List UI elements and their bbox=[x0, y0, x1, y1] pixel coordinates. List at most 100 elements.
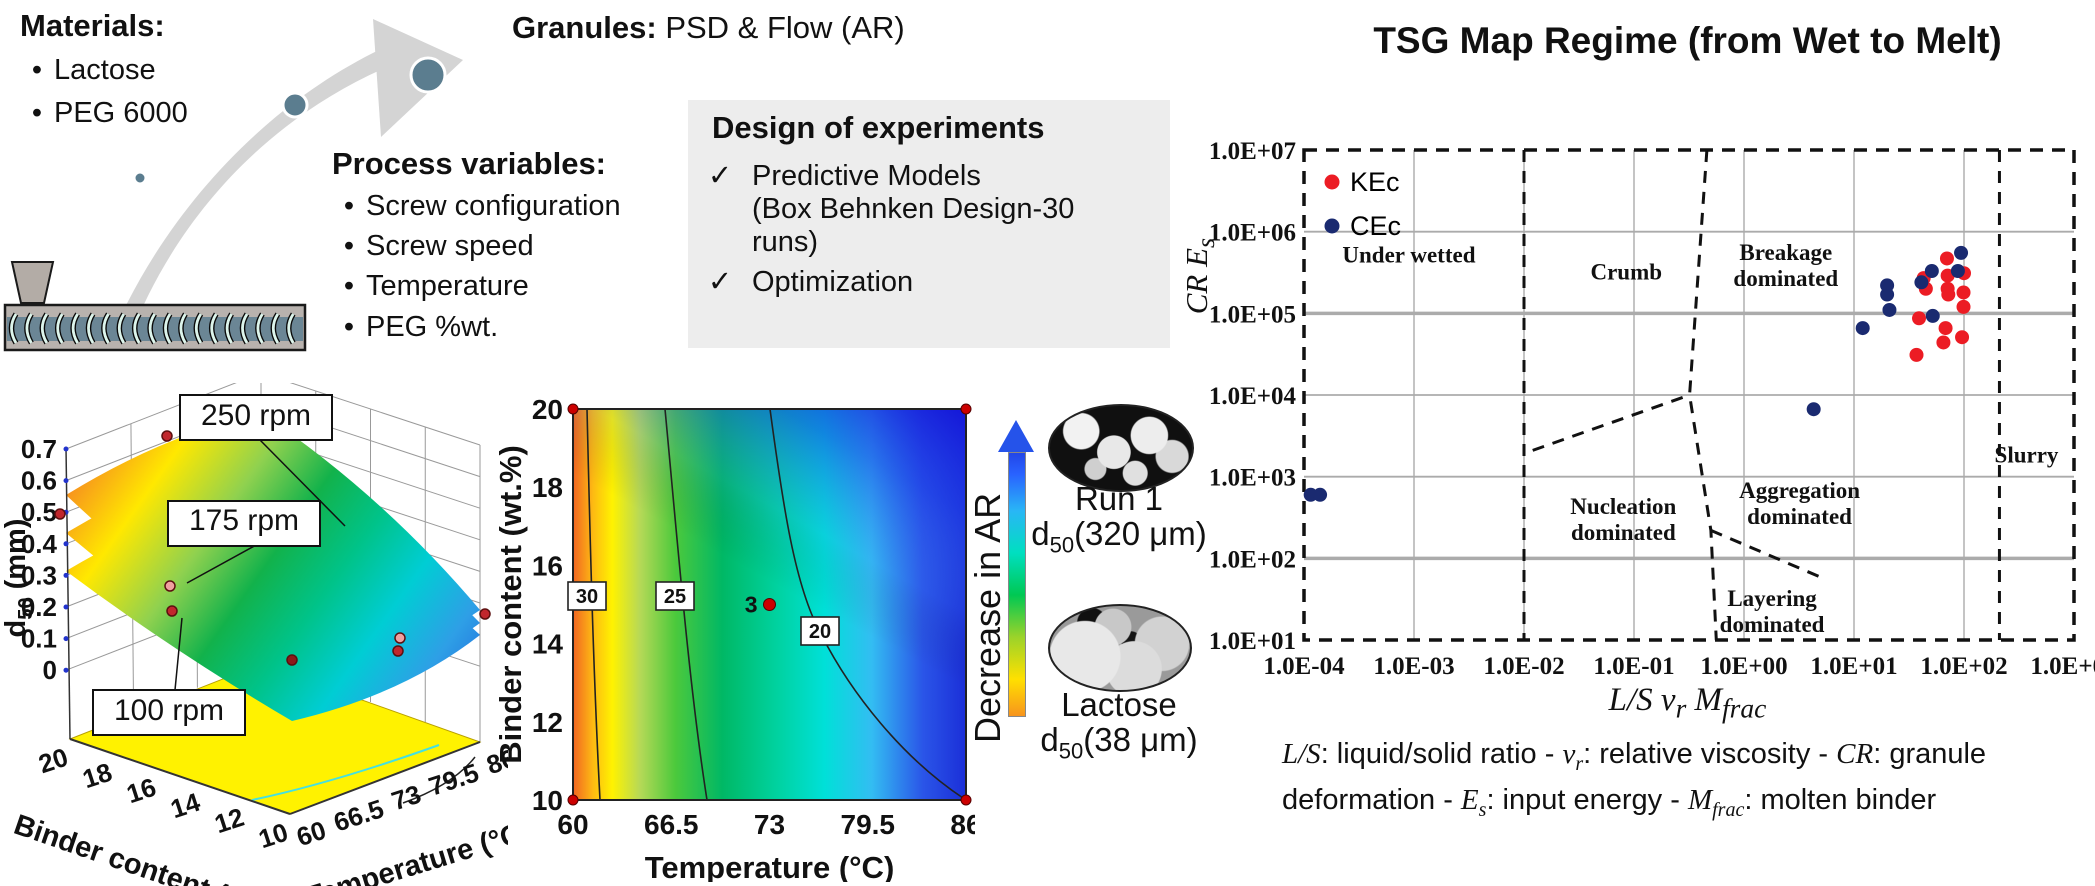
z-axis-label: d50 (mm) bbox=[3, 519, 37, 638]
tsg-footnote-line1: L/S: liquid/solid ratio - vr: relative v… bbox=[1282, 738, 1987, 775]
colorbar bbox=[998, 420, 1034, 717]
wall-gridline bbox=[65, 383, 481, 450]
scatter-point-KEc bbox=[1939, 251, 1954, 266]
tsg-title: TSG Map Regime (from Wet to Melt) bbox=[1373, 20, 2002, 61]
z-tick-mark bbox=[63, 541, 69, 547]
list-item: • Screw speed bbox=[332, 230, 621, 263]
screw-flight bbox=[102, 313, 110, 344]
process-item: Screw speed bbox=[366, 229, 534, 262]
doe-item-text: Predictive Models (Box Behnken Design-30… bbox=[752, 159, 1075, 259]
tsg-map-chart: Under wetted Crumb Breakage dominated Nuclea… bbox=[1209, 138, 2095, 680]
x-tick-label: 1.0E+03 bbox=[2030, 653, 2095, 680]
z-tick-label: 0.1 bbox=[21, 624, 57, 654]
screw-flight bbox=[25, 313, 33, 344]
region-label: Breakage dominated bbox=[1733, 240, 1838, 291]
design-point bbox=[392, 645, 404, 657]
temp-tick-label: 60 bbox=[293, 815, 330, 852]
scatter-point-CEc bbox=[1954, 245, 1969, 260]
scatter-point-KEc bbox=[1956, 285, 1971, 300]
binder-tick-label: 20 bbox=[35, 742, 72, 779]
screw-flight bbox=[71, 313, 79, 344]
x-tick-label: 1.0E+00 bbox=[1700, 653, 1787, 680]
surface3d-chart: 0.70.60.50.40.30.20.10 250 rpm 175 rpm 100 … bbox=[3, 383, 508, 886]
design-point bbox=[394, 632, 406, 644]
bullet-icon: • bbox=[343, 270, 355, 303]
region-label: Layering dominated bbox=[1720, 586, 1825, 637]
doe-title: Design of experiments bbox=[712, 110, 1045, 145]
bullet-icon: • bbox=[343, 229, 355, 262]
materials-title: Materials: bbox=[20, 8, 165, 43]
floor-edge bbox=[69, 738, 291, 815]
list-item: • Temperature bbox=[332, 270, 621, 303]
rpm-label-box bbox=[92, 689, 246, 736]
process-item: Screw configuration bbox=[366, 189, 621, 222]
screw-flight bbox=[256, 313, 264, 344]
screw-flight bbox=[179, 313, 187, 344]
rpm-leader-line bbox=[186, 543, 259, 584]
design-point bbox=[763, 598, 776, 611]
check-icon: ✓ bbox=[707, 265, 733, 298]
micrograph-d50: d50(38 μm) bbox=[1040, 720, 1198, 764]
design-point bbox=[164, 580, 176, 592]
scatter-point-CEc bbox=[1914, 275, 1929, 290]
bullet-icon: • bbox=[343, 310, 355, 343]
binder-tick-label: 18 bbox=[79, 757, 116, 794]
doe-panel: Design of experiments ✓ Predictive Model… bbox=[688, 100, 1170, 348]
list-item: • PEG %wt. bbox=[332, 311, 621, 344]
temp-tick-label: 79.5 bbox=[425, 757, 482, 801]
design-point bbox=[54, 508, 66, 520]
granules-line: Granules: PSD & Flow (AR) bbox=[512, 10, 905, 46]
list-item: • PEG 6000 bbox=[20, 97, 188, 130]
corner-point bbox=[960, 794, 972, 806]
doe-item: ✓ Optimization bbox=[688, 266, 1170, 299]
z-tick-label: 0.7 bbox=[21, 434, 57, 464]
colorbar-arrow-icon bbox=[998, 420, 1034, 452]
y-tick-label: 12 bbox=[532, 707, 563, 738]
y-tick-label: 18 bbox=[532, 472, 563, 503]
rpm-label-box bbox=[167, 500, 321, 547]
screw-flight bbox=[194, 313, 203, 344]
granule-micrograph-run1 bbox=[1048, 404, 1194, 492]
tsg-y-axis-label: CR Es bbox=[1178, 237, 1221, 315]
region-label: Nucleation dominated bbox=[1570, 494, 1676, 545]
floor-contour bbox=[251, 744, 440, 801]
rpm-label: 100 rpm bbox=[114, 694, 224, 727]
design-point bbox=[286, 654, 298, 666]
contour-label-box bbox=[800, 616, 840, 646]
material-item: PEG 6000 bbox=[54, 96, 188, 129]
temp-axis-label: Temperature (°C) bbox=[302, 815, 508, 886]
list-item: • Screw configuration bbox=[332, 190, 621, 223]
z-tick-mark bbox=[63, 604, 69, 610]
material-item: Lactose bbox=[54, 53, 156, 86]
z-tick-mark bbox=[63, 478, 69, 484]
binder-axis-label: Binder content (wt.%) bbox=[10, 809, 302, 886]
design-point bbox=[479, 608, 491, 620]
y-tick-label: 1.0E+06 bbox=[1209, 220, 1296, 247]
scatter-point-CEc bbox=[1855, 321, 1870, 336]
bullet-icon: • bbox=[31, 53, 43, 86]
tsg-footnote-line2: deformation - Es: input energy - Mfrac: … bbox=[1282, 784, 1937, 821]
y-tick-label: 16 bbox=[532, 550, 563, 581]
screw-flight bbox=[287, 313, 295, 344]
rpm-leader-line bbox=[259, 439, 346, 527]
bullet-icon: • bbox=[343, 189, 355, 222]
corner-point bbox=[960, 403, 972, 415]
y-tick-label: 1.0E+04 bbox=[1209, 383, 1297, 410]
list-item: • Lactose bbox=[20, 54, 188, 87]
binder-tick-label: 12 bbox=[211, 802, 248, 839]
scatter-point-CEc bbox=[1806, 402, 1821, 417]
z-tick-label: 0.4 bbox=[21, 529, 58, 559]
micrograph-caption: Lactose d50(38 μm) bbox=[1028, 687, 1210, 764]
doe-item-text: Optimization bbox=[752, 265, 914, 298]
z-tick-label: 0.3 bbox=[21, 560, 57, 590]
region-label: Aggregation dominated bbox=[1739, 478, 1860, 529]
x-tick-label: 86 bbox=[950, 809, 975, 840]
rpm-leader-line bbox=[174, 617, 183, 691]
granules-text: PSD & Flow (AR) bbox=[656, 10, 905, 45]
rpm-label: 250 rpm bbox=[201, 399, 311, 432]
y-tick-label: 1.0E+02 bbox=[1209, 546, 1296, 573]
scatter-point-CEc bbox=[1882, 302, 1897, 317]
z-tick-label: 0 bbox=[43, 655, 57, 685]
z-tick-label: 0.5 bbox=[21, 497, 57, 527]
